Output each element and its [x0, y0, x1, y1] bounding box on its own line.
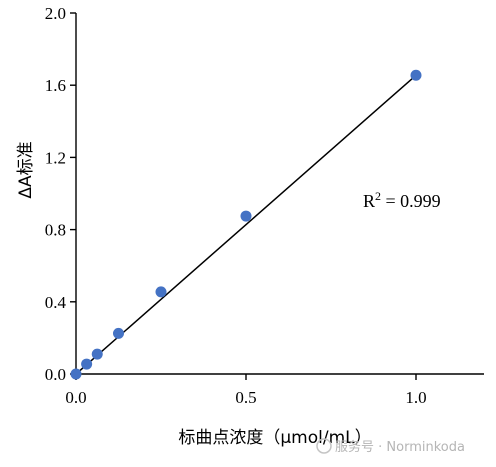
- r-squared-value: = 0.999: [381, 191, 441, 211]
- axes: [70, 12, 484, 380]
- tick-labels: 0.0 0.4 0.8 1.2 1.6 2.0 0.0 0.5 1.0: [45, 4, 427, 407]
- fit-line: [75, 74, 417, 375]
- watermark-text: 服务号 · Norminkoda: [335, 439, 465, 455]
- x-tick-label: 1.0: [405, 388, 426, 407]
- x-axis-title: 标曲点浓度（μmol/mL）: [178, 428, 371, 448]
- data-point: [91, 348, 103, 360]
- r-squared-sup: 2: [375, 189, 381, 203]
- watermark-logo-icon: [316, 438, 332, 454]
- data-point: [70, 368, 82, 380]
- data-point: [410, 69, 422, 81]
- x-tick-label: 0.5: [235, 388, 256, 407]
- r-squared-annotation: R2 = 0.999: [363, 189, 441, 211]
- data-points: [70, 69, 422, 380]
- y-tick-label: 0.8: [45, 221, 66, 240]
- y-tick-label: 1.2: [45, 148, 66, 167]
- x-tick-label: 0.0: [65, 388, 86, 407]
- y-tick-label: 0.0: [45, 365, 66, 384]
- watermark: 服务号 · Norminkoda: [316, 438, 465, 455]
- data-point: [240, 210, 252, 222]
- data-point: [155, 286, 167, 298]
- data-point: [113, 327, 124, 339]
- fit-line-group: [75, 74, 417, 375]
- y-axis-title: ΔA标准: [16, 141, 36, 198]
- y-tick-label: 0.4: [45, 293, 67, 312]
- y-tick-label: 1.6: [45, 76, 66, 95]
- data-point: [81, 358, 93, 370]
- y-tick-label: 2.0: [45, 4, 66, 23]
- r-squared-base: R: [363, 191, 375, 211]
